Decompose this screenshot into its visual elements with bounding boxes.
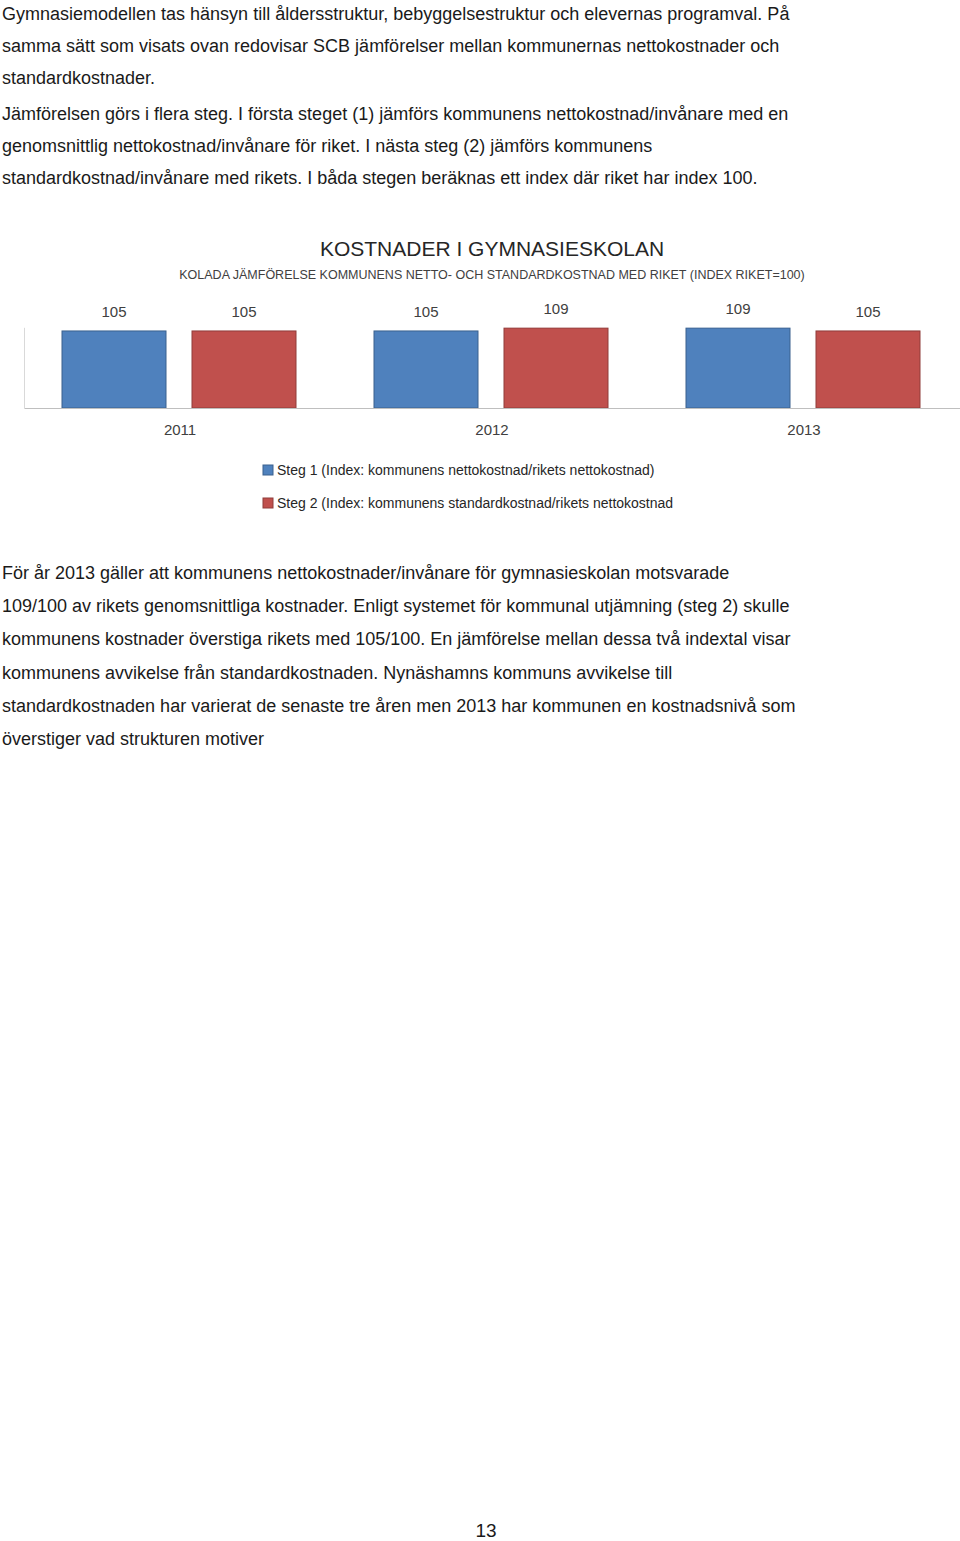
paragraph-line: standardkostnad/invånare med rikets. I b…: [2, 168, 757, 188]
x-axis: 2011 2012 2013: [25, 408, 960, 438]
bar: [192, 331, 296, 408]
chart-title: KOSTNADER I GYMNASIESKOLAN: [320, 237, 664, 260]
legend-swatch: [263, 498, 273, 508]
page-number: 13: [475, 1520, 496, 1541]
x-axis-line: [25, 408, 960, 409]
y-axis: [24, 328, 25, 409]
paragraph-line: Gymnasiemodellen tas hänsyn till ålderss…: [2, 4, 790, 24]
x-tick: 2012: [475, 408, 508, 438]
data-label: 105: [101, 303, 126, 320]
paragraph-line: överstiger vad strukturen motiver: [2, 729, 264, 749]
bar: [686, 328, 790, 408]
legend-label: Steg 2 (Index: kommunens standardkostnad…: [277, 495, 673, 511]
data-label: 105: [855, 303, 880, 320]
paragraph-line: Jämförelsen görs i flera steg. I första …: [2, 104, 788, 124]
paragraph-line: 109/100 av rikets genomsnittliga kostnad…: [2, 596, 789, 616]
bar: [374, 331, 478, 408]
paragraph-line: genomsnittlig nettokostnad/invånare för …: [2, 136, 652, 156]
data-label: 109: [725, 300, 750, 317]
data-label: 109: [543, 300, 568, 317]
bar: [504, 328, 608, 408]
plot-area: [62, 328, 920, 408]
x-tick: 2013: [787, 408, 820, 438]
data-label: 105: [413, 303, 438, 320]
paragraph-line: kommunens kostnader överstiga rikets med…: [2, 629, 790, 649]
bar: [62, 331, 166, 408]
y-axis-line: [24, 328, 25, 409]
legend-label: Steg 1 (Index: kommunens nettokostnad/ri…: [277, 462, 654, 478]
legend-swatch: [263, 465, 273, 475]
page: Gymnasiemodellen tas hänsyn till ålderss…: [0, 0, 960, 1541]
x-tick-label: 2011: [164, 421, 196, 438]
paragraph-line: För år 2013 gäller att kommunens nettoko…: [2, 563, 729, 583]
bar: [816, 331, 920, 408]
x-tick-label: 2012: [475, 421, 508, 438]
paragraph-line: standardkostnader.: [2, 68, 155, 88]
x-tick-label: 2013: [787, 421, 820, 438]
paragraph-line: samma sätt som visats ovan redovisar SCB…: [2, 36, 779, 56]
legend: Steg 1 (Index: kommunens nettokostnad/ri…: [263, 462, 673, 511]
paragraph-line: standardkostnaden har varierat de senast…: [2, 696, 795, 716]
x-tick: 2011: [164, 408, 196, 438]
chart-subtitle: KOLADA JÄMFÖRELSE KOMMUNENS NETTO- OCH S…: [179, 268, 804, 282]
data-label: 105: [231, 303, 256, 320]
paragraph-line: kommunens avvikelse från standardkostnad…: [2, 663, 672, 683]
